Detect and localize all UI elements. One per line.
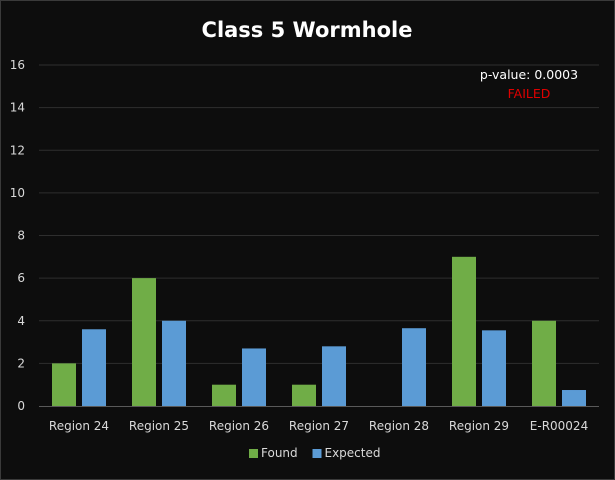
x-axis-ticks: Region 24 Region 25 Region 26 Region 27 Regi… bbox=[49, 419, 588, 433]
x-tick-label: Region 27 bbox=[289, 419, 349, 433]
y-tick-label: 12 bbox=[10, 143, 25, 157]
bar-expected bbox=[82, 329, 106, 406]
chart-title: Class 5 Wormhole bbox=[202, 18, 413, 42]
y-tick-label: 14 bbox=[10, 101, 25, 115]
status-label: FAILED bbox=[508, 86, 551, 101]
x-tick-label: Region 28 bbox=[369, 419, 429, 433]
y-axis-ticks: 0 2 4 6 8 10 12 14 16 bbox=[10, 58, 25, 413]
x-tick-label: Region 29 bbox=[449, 419, 509, 433]
bar-expected bbox=[162, 320, 186, 406]
bar-expected bbox=[322, 346, 346, 406]
bar-found bbox=[532, 320, 556, 406]
bar-expected bbox=[402, 328, 426, 406]
bars bbox=[52, 256, 586, 406]
bar-found bbox=[452, 256, 476, 406]
y-tick-label: 16 bbox=[10, 58, 25, 72]
bar-found bbox=[132, 278, 156, 406]
y-tick-label: 10 bbox=[10, 186, 25, 200]
bar-expected bbox=[562, 390, 586, 406]
x-tick-label: Region 26 bbox=[209, 419, 269, 433]
x-tick-label: Region 25 bbox=[129, 419, 189, 433]
bar-expected bbox=[482, 330, 506, 406]
bar-found bbox=[52, 363, 76, 406]
x-tick-label: E-R00024 bbox=[530, 419, 588, 433]
y-tick-label: 6 bbox=[17, 271, 25, 285]
bar-expected bbox=[242, 348, 266, 406]
legend: Found Expected bbox=[249, 446, 381, 460]
y-tick-label: 2 bbox=[17, 356, 25, 370]
p-value-label: p-value: 0.0003 bbox=[480, 67, 578, 82]
x-tick-label: Region 24 bbox=[49, 419, 109, 433]
legend-swatch-found bbox=[249, 449, 258, 458]
y-tick-label: 8 bbox=[17, 229, 25, 243]
legend-swatch-expected bbox=[312, 449, 322, 458]
bar-found bbox=[292, 384, 316, 406]
bar-found bbox=[212, 384, 236, 406]
legend-label-expected: Expected bbox=[325, 446, 381, 460]
legend-label-found: Found bbox=[261, 446, 298, 460]
y-tick-label: 0 bbox=[17, 399, 25, 413]
y-tick-label: 4 bbox=[17, 314, 25, 328]
gridlines bbox=[39, 64, 599, 364]
